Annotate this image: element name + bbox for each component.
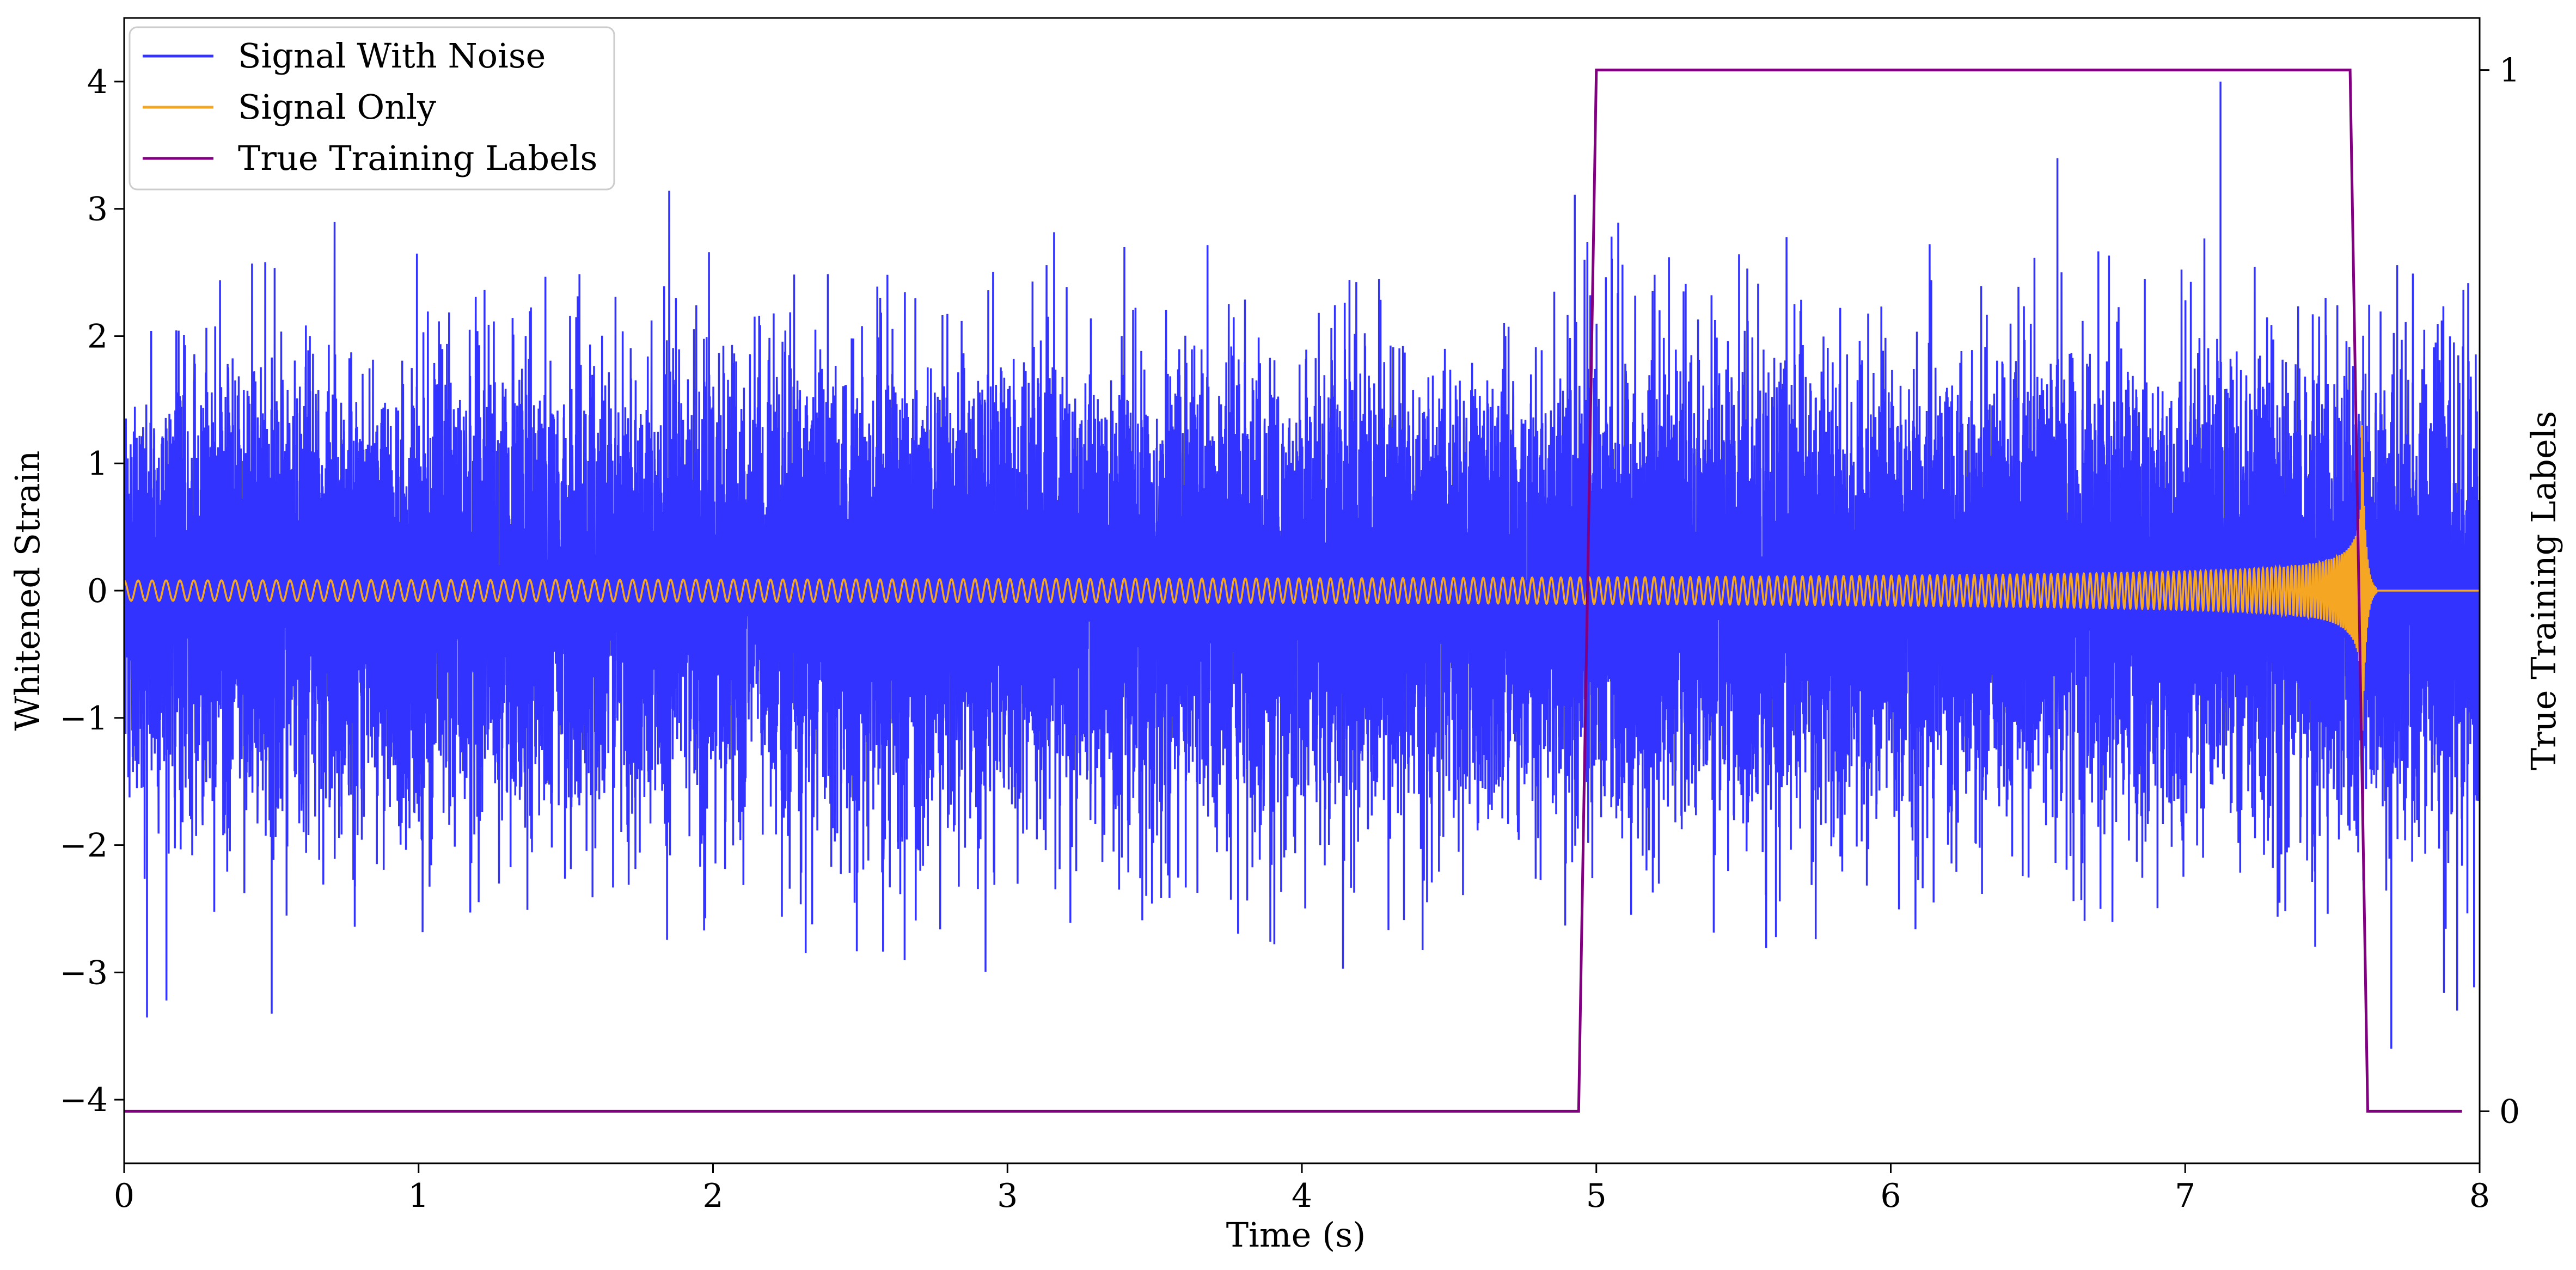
y-left-tick-label: −2	[60, 827, 108, 865]
y-left-tick-label: 4	[87, 63, 108, 101]
legend-box	[129, 26, 615, 191]
y-left-tick-label: 3	[87, 191, 108, 229]
series-layer	[124, 69, 2480, 1113]
signal-with-noise-line	[124, 81, 2480, 1049]
y-axis-left-label: Whitened Strain	[8, 451, 47, 731]
x-tick-label: 8	[2469, 1177, 2490, 1215]
x-tick-label: 1	[408, 1177, 429, 1215]
x-tick-label: 7	[2175, 1177, 2195, 1215]
x-tick-label: 6	[1880, 1177, 1901, 1215]
y-right-tick-label: 0	[2499, 1093, 2520, 1131]
legend-label-true-training-labels: True Training Labels	[238, 138, 597, 178]
true-training-labels-line	[124, 69, 2462, 1113]
y-axis-right-label: True Training Labels	[2524, 411, 2563, 770]
x-tick-label: 4	[1292, 1177, 1312, 1215]
y-left-tick-label: −3	[60, 954, 108, 992]
y-left-tick-label: 2	[87, 317, 108, 355]
x-tick-label: 0	[114, 1177, 134, 1215]
x-tick-label: 5	[1586, 1177, 1607, 1215]
y-axis-right-ticks: 01	[2480, 52, 2520, 1131]
x-axis-label: Time (s)	[1226, 1215, 1366, 1255]
y-right-tick-label: 1	[2499, 52, 2520, 90]
y-left-tick-label: 0	[87, 572, 108, 610]
x-axis-ticks: 0 1 2 3 4 5 6 7 8	[114, 1163, 2490, 1215]
legend: Signal With Noise Signal Only True Train…	[129, 26, 615, 191]
y-axis-left-ticks: −4 −3 −2 −1 0 1 2 3 4	[60, 63, 124, 1119]
legend-label-signal-with-noise: Signal With Noise	[238, 36, 546, 76]
x-tick-label: 2	[702, 1177, 723, 1215]
signal-only-line	[124, 425, 2480, 731]
y-left-tick-label: 1	[87, 445, 108, 483]
y-left-tick-label: −4	[60, 1081, 108, 1119]
y-left-tick-label: −1	[60, 700, 108, 738]
legend-label-signal-only: Signal Only	[238, 87, 436, 127]
x-tick-label: 3	[997, 1177, 1018, 1215]
